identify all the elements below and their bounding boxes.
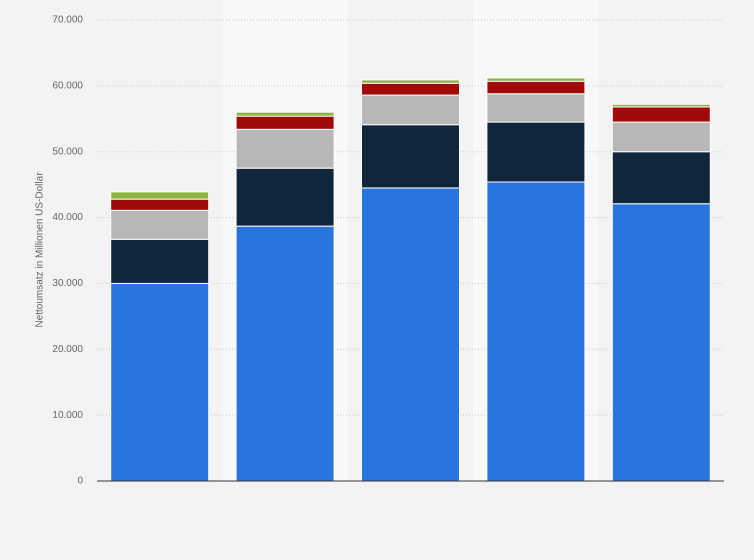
bar-segment (611, 151, 711, 205)
y-tick-label: 0 (77, 476, 83, 487)
bar-segment (486, 80, 586, 95)
bar-segment (361, 94, 460, 126)
bar-segment (110, 198, 210, 211)
bar-segment (611, 203, 711, 482)
y-tick-label: 50.000 (52, 146, 83, 157)
bar-segment (235, 111, 335, 117)
bar-segment (110, 209, 210, 240)
bar-segment (361, 82, 460, 96)
y-tick-label: 60.000 (52, 80, 83, 91)
bar-segment (361, 79, 460, 84)
bar-segment (611, 106, 711, 123)
bar-segment (361, 187, 460, 482)
bar-segment (486, 121, 586, 183)
bar-segment (361, 124, 460, 189)
bar-segment (235, 225, 335, 482)
y-axis-title: Nettoumsatz in Millionen US-Dollar (35, 172, 46, 328)
bar-segment (611, 103, 711, 108)
bar-segment (110, 191, 210, 200)
y-tick-label: 70.000 (52, 15, 83, 26)
bar-segment (110, 282, 210, 482)
y-tick-label: 40.000 (52, 212, 83, 223)
bar-segment (235, 115, 335, 130)
y-tick-label: 30.000 (52, 278, 83, 289)
y-tick-label: 20.000 (52, 344, 83, 355)
y-tick-label: 10.000 (52, 410, 83, 421)
bar-segment (235, 128, 335, 169)
bar-segment (611, 121, 711, 153)
bar-segment (486, 181, 586, 482)
bar-segment (235, 167, 335, 227)
bar-segment (486, 77, 586, 82)
bar-segment (486, 93, 586, 123)
bar-segment (110, 238, 210, 284)
